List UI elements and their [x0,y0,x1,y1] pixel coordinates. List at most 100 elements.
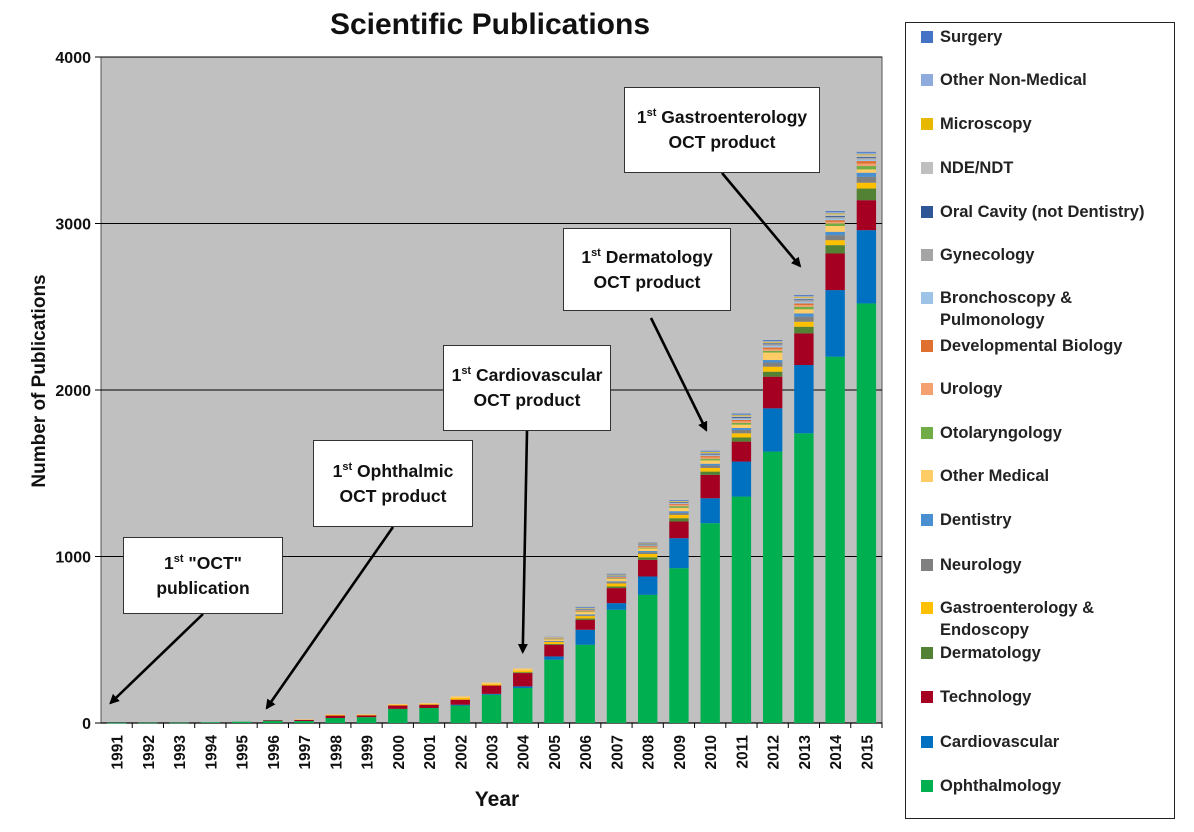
bar-segment-other-medical [481,682,502,685]
bar-segment-neurology [638,552,658,555]
bar-segment-technology [856,200,877,231]
bar-segment-other-medical [356,714,377,715]
x-tick-label: 1997 [297,735,314,769]
annotation-arrow [265,526,395,710]
legend-label: Bronchoscopy & Pulmonology [940,289,1073,329]
legend-item: Gynecology [921,244,1173,266]
bar-segment-developmental-biology [669,504,689,505]
bar-segment-otolaryngology [731,422,752,425]
bar-segment-gastroenterology-endoscopy [638,554,658,558]
bar-segment-microscopy [606,574,627,576]
legend-label: Cardiovascular [940,733,1060,751]
bar-segment-dermatology [638,557,658,560]
legend-label: Dentistry [940,511,1012,529]
legend-label: Technology [940,688,1032,706]
bar-segment-ophthalmology [669,568,689,723]
bar-segment-cardiovascular [731,461,752,497]
x-tick-label: 2010 [703,735,720,769]
bar-segment-neurology [700,465,720,468]
legend-swatch [921,340,933,352]
bar-segment-gastroenterology-endoscopy [388,704,408,706]
bar-segment-dermatology [856,188,877,201]
bar-segment-gynecology [669,502,689,504]
bar-segment-technology [825,253,845,291]
bar-segment-cardiovascular [762,408,783,452]
bar-segment-other-medical [794,309,814,314]
bar-segment-developmental-biology [638,546,658,547]
legend-label: Neurology [940,556,1022,574]
bar-segment-technology [669,521,689,539]
bar-segment-cardiovascular [856,230,877,304]
bar-segment-gastroenterology-endoscopy [669,514,689,519]
bar-segment-technology [294,719,314,722]
bar-segment-nde-ndt [700,452,720,454]
bar-segment-dermatology [762,371,783,377]
bar-segment-cardiovascular [825,290,845,357]
bar-segment-developmental-biology [575,610,595,611]
annotation-arrow [721,172,802,268]
bar-segment-nde-ndt [669,501,689,502]
bar-segment-urology [700,457,720,459]
bar-segment-neurology [669,512,689,515]
bar-segment-other-medical [762,352,783,361]
bar-segment-microscopy [638,543,658,545]
bar-segment-urology [794,305,814,307]
legend-label: Surgery [940,28,1003,46]
annotation-arrow [517,430,529,654]
x-tick-label: 2013 [797,735,814,770]
bar-segment-microscopy [856,154,877,156]
bar-segment-gynecology [762,344,783,346]
bar-segment-dermatology [794,326,814,334]
bar-segment-otolaryngology [762,350,783,353]
bar-segment-other-non-medical [825,211,845,214]
annotation-gastroenterology-product: 1st Gastroenterology OCT product [624,87,820,173]
bar-segment-ophthalmology [388,708,408,723]
legend-item: Oral Cavity (not Dentistry) [921,201,1173,223]
bar-segment-gastroenterology-endoscopy [731,433,752,438]
legend-item: Technology [921,686,1173,708]
bar-segment-ophthalmology [356,717,377,723]
x-tick-label: 2001 [422,735,439,770]
y-tick-label: 1000 [55,550,91,567]
bar-segment-ophthalmology [794,433,814,723]
bar-segment-dermatology [669,518,689,522]
legend-swatch [921,736,933,748]
bar-segment-other-non-medical [700,451,720,452]
legend-swatch [921,691,933,703]
bar-segment-dermatology [731,437,752,442]
bar-segment-urology [762,349,783,351]
bar-segment-other-non-medical [731,414,752,416]
bar-segment-gastroenterology-endoscopy [356,714,377,716]
bar-segment-dentistry [638,551,658,553]
bar-segment-gastroenterology-endoscopy [606,583,627,587]
bar-segment-oral-cavity-not-dentistry- [856,156,877,158]
bar-segment-microscopy [794,296,814,298]
bar-segment-oral-cavity-not-dentistry- [575,608,595,610]
bar-segment-technology [544,644,564,657]
bar-segment-developmental-biology [731,419,752,422]
bar-segment-other-non-medical [575,607,595,608]
bar-segment-gastroenterology-endoscopy [419,704,439,705]
bar-segment-neurology [762,362,783,367]
legend-item: Otolaryngology [921,422,1173,444]
legend-swatch [921,162,933,174]
bar-segment-ophthalmology [450,705,470,723]
bar-segment-otolaryngology [606,578,627,579]
bar-segment-dentistry [700,463,720,466]
x-tick-label: 1991 [110,735,127,770]
legend-label: Gynecology [940,246,1035,264]
x-tick-label: 2005 [547,735,564,770]
bar-segment-other-medical [388,704,408,705]
bar-segment-developmental-biology [700,456,720,458]
bar-segment-other-non-medical [606,574,627,575]
bar-segment-gastroenterology-endoscopy [856,182,877,189]
bar-segment-urology [856,163,877,167]
bar-segment-microscopy [731,415,752,417]
legend-swatch [921,292,933,304]
bar-segment-neurology [856,176,877,183]
bar-segment-otolaryngology [669,506,689,508]
x-tick-label: 2011 [734,735,751,769]
bar-segment-technology [575,619,595,630]
bar-segment-urology [638,546,658,548]
bar-segment-dermatology [700,471,720,475]
